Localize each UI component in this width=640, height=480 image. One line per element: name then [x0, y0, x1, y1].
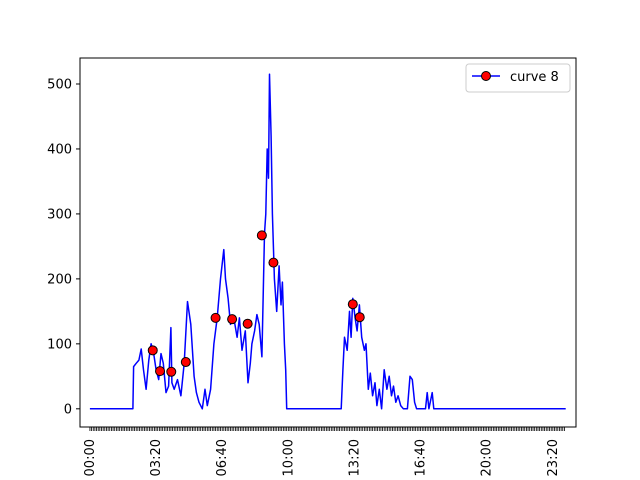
- data-marker: [268, 257, 279, 268]
- data-marker: [210, 312, 221, 323]
- data-marker: [242, 318, 253, 329]
- x-tick-label: 16:40: [414, 439, 429, 476]
- legend-marker: [481, 71, 491, 81]
- data-marker: [155, 366, 166, 377]
- series-markers: [147, 230, 365, 377]
- y-axis-ticks: 0 100 200 300 400 500: [47, 77, 80, 417]
- y-tick-label: 100: [47, 337, 72, 352]
- data-marker: [347, 299, 358, 310]
- series-line: [89, 73, 566, 410]
- plot-area: 00:00 03:20 06:40 10:00 13:20 16:40 20:00 23:20…: [47, 57, 577, 476]
- y-tick-label: 500: [47, 77, 72, 92]
- y-tick-label: 400: [47, 142, 72, 157]
- y-tick-label: 200: [47, 272, 72, 287]
- x-tick-label: 23:20: [546, 439, 561, 476]
- y-tick-label: 300: [47, 207, 72, 222]
- data-marker: [354, 312, 365, 323]
- data-marker: [227, 314, 238, 325]
- plot-frame: [79, 57, 577, 428]
- data-marker: [180, 357, 191, 368]
- x-axis-ticks: 00:00 03:20 06:40 10:00 13:20 16:40 20:00 23:20: [83, 427, 565, 476]
- x-tick-label: 00:00: [83, 439, 98, 476]
- data-marker: [256, 230, 267, 241]
- data-marker: [147, 345, 158, 356]
- x-tick-label: 13:20: [347, 439, 362, 476]
- x-tick-label: 20:00: [480, 439, 495, 476]
- x-tick-label: 03:20: [149, 439, 164, 476]
- legend-label: curve 8: [510, 70, 559, 85]
- x-tick-label: 10:00: [281, 439, 296, 476]
- legend-box: [465, 63, 571, 93]
- legend: curve 8: [465, 63, 571, 93]
- x-tick-label: 06:40: [215, 439, 230, 476]
- data-marker: [166, 366, 177, 377]
- y-tick-label: 0: [64, 402, 72, 417]
